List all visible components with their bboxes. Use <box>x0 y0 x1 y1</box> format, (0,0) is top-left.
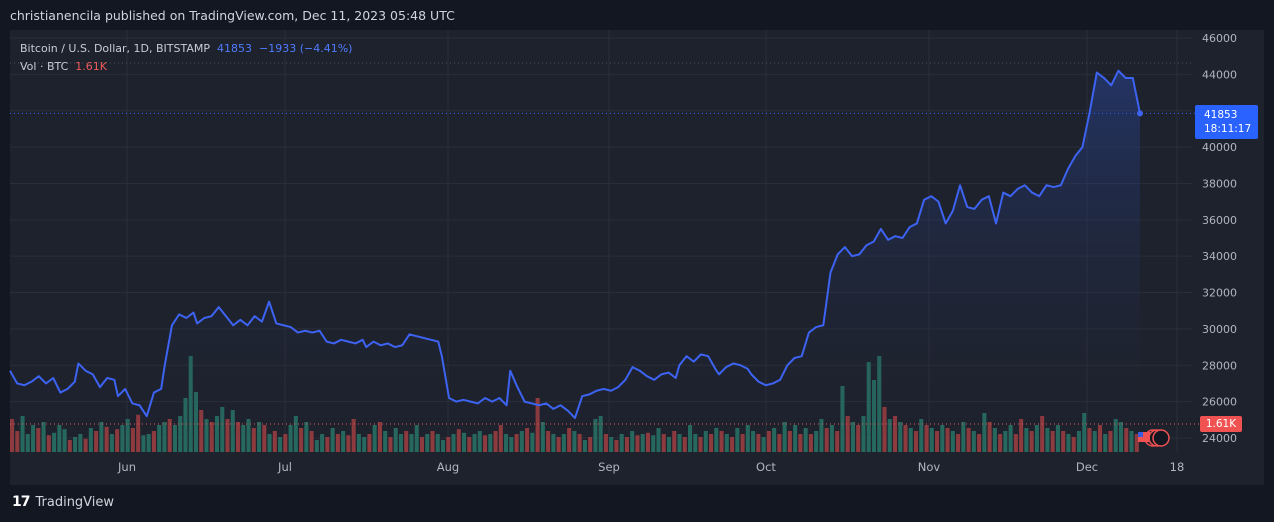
volume-tag: 1.61K <box>1200 416 1242 432</box>
legend-volume-value: 1.61K <box>75 60 107 73</box>
x-tick-label: Nov <box>918 460 941 474</box>
x-tick-label: Aug <box>437 460 459 474</box>
event-flag-icon <box>1152 429 1170 447</box>
x-tick-label: Jun <box>117 460 136 474</box>
y-tick-label: 28000 <box>1202 359 1237 372</box>
x-tick-label: Oct <box>756 460 776 474</box>
bar-countdown: 18:11:17 <box>1204 123 1252 135</box>
y-tick-label: 30000 <box>1202 323 1237 336</box>
tradingview-logo[interactable]: 17 TradingView <box>12 494 114 510</box>
us-flag-canton <box>1138 432 1143 437</box>
last-price-tag: 41853 18:11:17 <box>1195 105 1258 139</box>
y-tick-label: 46000 <box>1202 32 1237 45</box>
tradingview-logo-icon: 17 <box>12 494 31 510</box>
legend-symbol[interactable]: Bitcoin / U.S. Dollar, 1D, BITSTAMP <box>20 42 210 55</box>
legend-price-row: Bitcoin / U.S. Dollar, 1D, BITSTAMP 4185… <box>20 40 352 58</box>
published-by-text: christianencila published on TradingView… <box>10 8 455 23</box>
tradingview-brand: TradingView <box>35 494 115 510</box>
legend-change: −1933 (−4.41%) <box>258 42 353 55</box>
legend-last-price: 41853 <box>216 42 252 55</box>
y-tick-label: 44000 <box>1202 68 1237 81</box>
legend-volume-row: Vol · BTC 1.61K <box>20 58 352 76</box>
y-tick-label: 24000 <box>1202 432 1237 445</box>
x-tick-label: Sep <box>598 460 620 474</box>
us-flag-icon <box>1138 432 1150 442</box>
y-tick-label: 34000 <box>1202 250 1237 263</box>
last-price-dot <box>1137 110 1143 117</box>
y-tick-label: 32000 <box>1202 287 1237 300</box>
legend-volume-label[interactable]: Vol · BTC <box>20 60 69 73</box>
last-price-tag-value: 41853 <box>1204 109 1238 121</box>
y-tick-label: 26000 <box>1202 396 1237 409</box>
y-tick-label: 38000 <box>1202 177 1237 190</box>
x-tick-label: Jul <box>277 460 292 474</box>
chart-legend: Bitcoin / U.S. Dollar, 1D, BITSTAMP 4185… <box>20 40 352 76</box>
y-tick-label: 40000 <box>1202 141 1237 154</box>
y-tick-label: 36000 <box>1202 214 1237 227</box>
price-line <box>9 69 1141 419</box>
price-area-fill <box>10 70 1140 453</box>
x-tick-label: 18 <box>1170 460 1185 474</box>
x-tick-label: Dec <box>1076 460 1098 474</box>
